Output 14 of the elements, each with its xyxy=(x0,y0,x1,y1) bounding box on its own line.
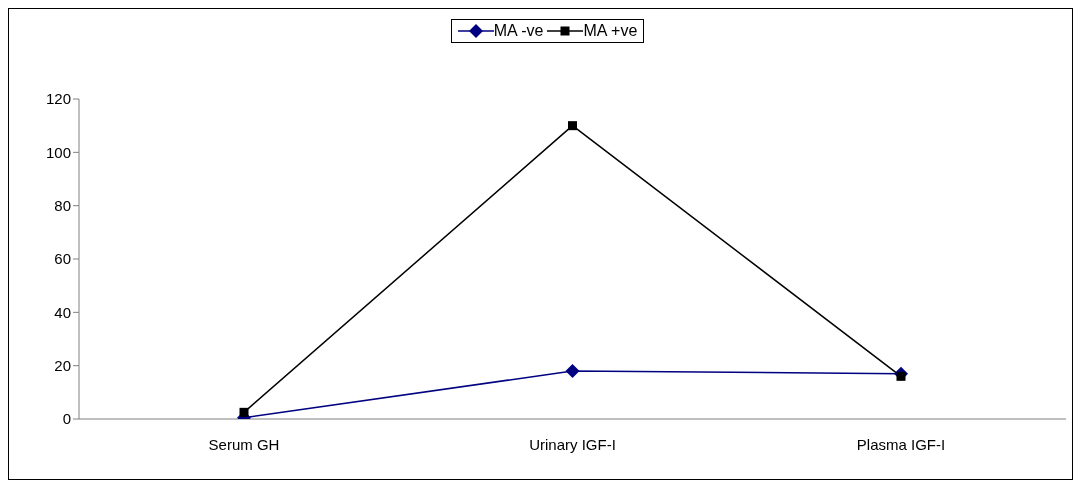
point xyxy=(568,121,577,131)
y-tick-label: 60 xyxy=(54,250,71,268)
y-tick-label: 0 xyxy=(62,410,71,428)
y-tick-label: 20 xyxy=(54,356,71,374)
point xyxy=(565,364,580,378)
x-tick-label: Serum GH xyxy=(208,435,280,453)
y-tick-label: 80 xyxy=(54,196,71,214)
x-tick-label: Plasma IGF-I xyxy=(856,435,946,453)
legend-label: MA -ve xyxy=(493,22,544,40)
y-tick-label: 40 xyxy=(54,303,71,321)
y-tick-label: 100 xyxy=(45,143,71,161)
legend-label: MA +ve xyxy=(583,22,638,40)
y-tick-label: 120 xyxy=(45,90,71,108)
x-tick-label: Urinary IGF-I xyxy=(529,435,616,453)
